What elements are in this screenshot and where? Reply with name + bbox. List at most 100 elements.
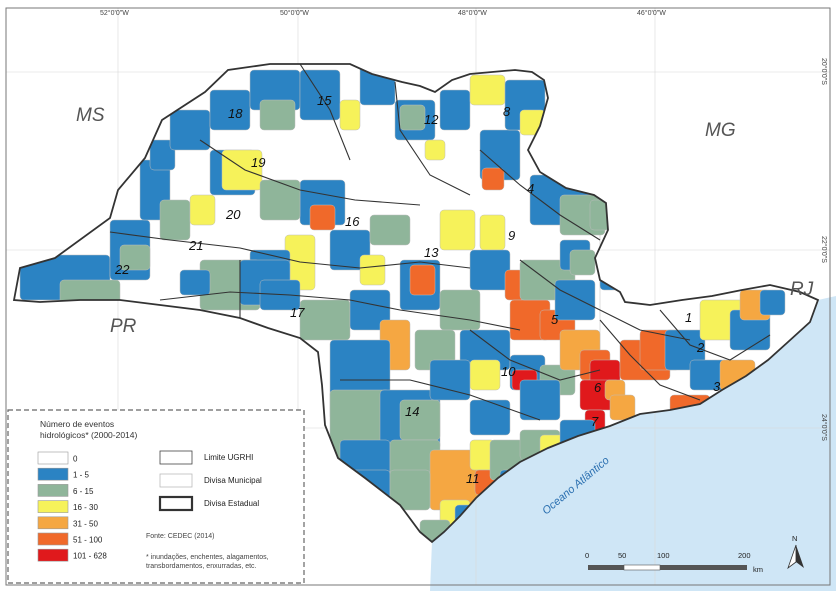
legend-swatch-state-border: [158, 495, 194, 512]
municipality-patch: [469, 249, 511, 291]
legend-swatch-0: [37, 451, 69, 465]
legend-classes: 0 1 - 5 6 - 15 16 - 30 31 - 50 51 - 100 101 - …: [37, 451, 107, 562]
ugrhi-label-4: 4: [527, 181, 534, 196]
municipality-patch: [359, 254, 386, 286]
graticule-labels: 52°0'0"W 50°0'0"W 48°0'0"W 46°0'0"W 20°0…: [100, 9, 828, 441]
legend-class-label-4: 31 - 50: [73, 519, 98, 528]
municipality-patch: [554, 279, 596, 321]
ugrhi-label-11: 11: [466, 471, 480, 486]
legend-line-municipal: Divisa Municipal: [204, 476, 262, 485]
scale-bar: 0 50 100 200 km: [585, 551, 763, 574]
ugrhi-label-17: 17: [290, 305, 305, 320]
ugrhi-label-14: 14: [405, 404, 419, 419]
ugrhi-label-19: 19: [251, 155, 265, 170]
lon-label-46w: 46°0'0"W: [637, 9, 666, 17]
scale-seg-3: [660, 565, 747, 570]
ugrhi-boundaries: [109, 64, 771, 421]
legend-swatch-4: [37, 516, 69, 530]
municipality-patch: [759, 289, 786, 316]
municipality-patch: [259, 99, 296, 131]
lon-label-52w: 52°0'0"W: [100, 9, 129, 17]
municipality-patch: [429, 359, 471, 401]
municipality-patch: [179, 269, 211, 296]
state-label-ms: MS: [76, 105, 105, 126]
municipality-patch: [299, 299, 351, 341]
ugrhi-label-21: 21: [188, 238, 203, 253]
ugrhi-label-5: 5: [551, 312, 559, 327]
legend-class-label-5: 51 - 100: [73, 536, 103, 545]
municipality-patch: [149, 139, 176, 171]
map-frame: [5, 7, 831, 586]
ugrhi-label-10: 10: [501, 364, 516, 379]
scale-seg-2: [623, 564, 661, 571]
municipality-patch: [169, 109, 211, 151]
north-label: N: [792, 534, 797, 543]
municipality-patch: [119, 244, 151, 271]
scale-label-0: 0: [585, 551, 589, 560]
municipality-patch: [221, 149, 263, 191]
scale-label-50: 50: [618, 551, 626, 560]
municipality-patch: [209, 89, 251, 131]
municipality-patch: [309, 204, 336, 231]
legend-class-label-2: 6 - 15: [73, 487, 94, 496]
legend-swatch-2: [37, 484, 69, 497]
legend-swatch-5: [37, 532, 69, 546]
legend-note-line2: transbordamentos, enxurradas, etc.: [146, 563, 257, 570]
municipality-patch: [369, 214, 411, 246]
legend-note-line1: * inundações, enchentes, alagamentos,: [146, 554, 269, 561]
ugrhi-label-20: 20: [225, 207, 241, 222]
lat-label-24s: 24°0'0"S: [820, 414, 828, 441]
municipality-patch: [469, 359, 501, 391]
ugrhi-label-12: 12: [424, 112, 439, 127]
ugrhi-label-3: 3: [713, 379, 721, 394]
ugrhi-label-15: 15: [317, 93, 332, 108]
ugrhi-label-18: 18: [228, 106, 243, 121]
municipality-patch: [439, 89, 471, 131]
ugrhi-labels: 1 2 3 4 5 6 7 8 9 10 11 12 13 14 15 16 1…: [114, 93, 721, 486]
lon-label-48w: 48°0'0"W: [458, 9, 487, 17]
state-label-mg: MG: [705, 120, 736, 141]
scale-seg-1: [588, 565, 624, 570]
ugrhi-label-7: 7: [591, 414, 599, 429]
legend-line-state: Divisa Estadual: [204, 499, 259, 508]
legend-swatch-6: [37, 548, 69, 562]
lon-label-50w: 50°0'0"W: [280, 9, 309, 17]
legend-class-label-6: 101 - 628: [73, 552, 107, 561]
north-arrow-icon: N: [787, 534, 804, 570]
municipality-patch: [159, 199, 191, 241]
ugrhi-label-6: 6: [594, 380, 602, 395]
lat-label-20s: 20°0'0"S: [820, 58, 828, 85]
state-label-rj: RJ: [790, 279, 814, 300]
legend-class-label-1: 1 - 5: [73, 471, 90, 480]
municipality-patch: [349, 289, 391, 331]
legend-source: Fonte: CEDEC (2014): [146, 533, 214, 540]
ugrhi-label-1: 1: [685, 310, 692, 325]
legend: Número de eventos hidrológicos* (2000-20…: [7, 409, 305, 584]
ugrhi-label-22: 22: [114, 262, 130, 277]
ugrhi-label-2: 2: [696, 340, 705, 355]
scale-label-200: 200: [738, 551, 751, 560]
legend-title-line1: Número de eventos: [40, 419, 114, 429]
ugrhi-label-13: 13: [424, 245, 439, 260]
state-labels: MS MG PR RJ: [76, 105, 814, 337]
municipality-patch: [469, 399, 511, 436]
municipality-patch: [259, 179, 301, 221]
municipality-patch: [469, 74, 506, 106]
legend-swatch-3: [37, 500, 69, 513]
municipality-patch: [439, 289, 481, 331]
scale-unit: km: [753, 565, 763, 574]
municipality-patch: [389, 469, 431, 511]
legend-line-ugrhi: Limite UGRHI: [204, 453, 253, 462]
municipality-patch: [569, 249, 596, 276]
ugrhi-label-9: 9: [508, 228, 515, 243]
municipality-patch: [439, 209, 476, 251]
municipality-patch: [609, 394, 636, 421]
municipality-patch: [189, 194, 216, 226]
ugrhi-label-8: 8: [503, 104, 511, 119]
municipality-patch: [424, 139, 446, 161]
municipality-patch: [409, 264, 436, 296]
ocean-area: [430, 296, 836, 591]
legend-swatch-1: [37, 467, 69, 481]
